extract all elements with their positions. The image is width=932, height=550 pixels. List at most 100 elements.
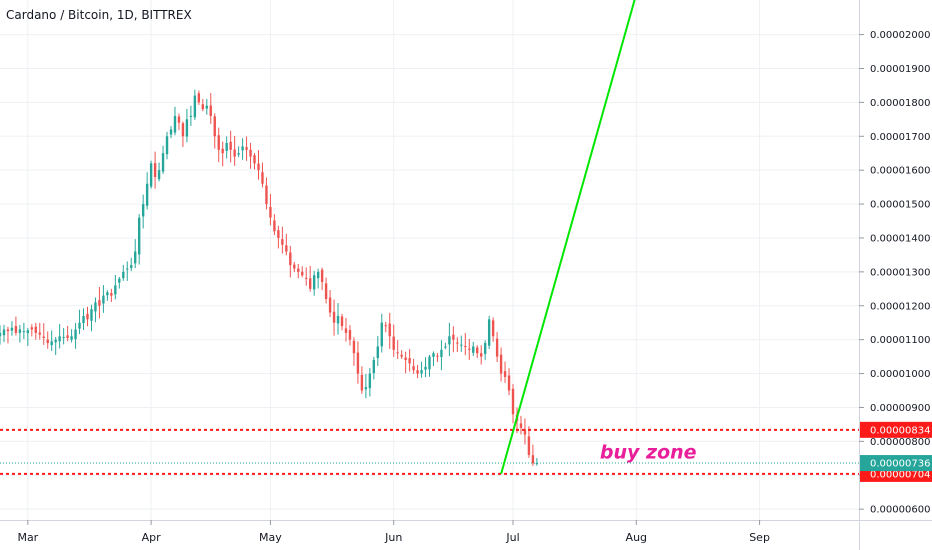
x-tick-label: May xyxy=(259,531,282,544)
candle-down xyxy=(197,93,201,103)
candle-up xyxy=(428,356,431,370)
candle-down xyxy=(305,277,308,279)
candle-up xyxy=(54,339,57,343)
candle-up xyxy=(2,329,6,336)
x-tick-label: Mar xyxy=(17,531,38,544)
candle-down xyxy=(269,206,272,218)
candle-down xyxy=(153,163,157,177)
candle-down xyxy=(86,313,89,320)
candle-down xyxy=(495,338,499,357)
projection-trend-line[interactable] xyxy=(500,0,636,475)
candle-down xyxy=(352,340,356,354)
candle-down xyxy=(392,336,395,350)
candle-down xyxy=(456,342,459,344)
y-tick-label: 0.00001700 xyxy=(870,132,930,143)
candle-down xyxy=(34,326,37,333)
candle-down xyxy=(324,283,328,299)
candle-up xyxy=(106,292,109,296)
candle-up xyxy=(380,322,383,347)
candle-down xyxy=(46,339,49,344)
candle-up xyxy=(420,370,423,374)
x-tick-label: Apr xyxy=(142,531,162,544)
candle-down xyxy=(217,135,220,150)
candle-down xyxy=(400,354,403,357)
candle-down xyxy=(408,358,411,364)
candle-down xyxy=(412,366,415,371)
candle-down xyxy=(527,436,531,455)
y-tick-label: 0.00001900 xyxy=(870,64,930,75)
candle-down xyxy=(245,147,248,150)
candle-up xyxy=(424,366,427,370)
candle-down xyxy=(201,104,205,110)
candle-up xyxy=(185,119,189,137)
candle-down xyxy=(301,271,304,276)
candle-down xyxy=(257,163,260,171)
y-tick-label: 0.00002000 xyxy=(870,30,930,41)
candle-up xyxy=(134,251,137,264)
candle-up xyxy=(70,336,73,340)
candle-up xyxy=(376,346,379,359)
candle-down xyxy=(265,185,268,205)
chart-title: Cardano / Bitcoin, 1D, BITTREX xyxy=(6,8,192,22)
y-tick-label: 0.00001300 xyxy=(870,267,930,278)
candle-down xyxy=(249,149,252,157)
candle-up xyxy=(189,115,193,117)
price-level-tag-label: 0.00000834 xyxy=(870,425,930,436)
candle-up xyxy=(483,343,487,354)
candle-up xyxy=(126,268,129,270)
candle-down xyxy=(384,325,387,327)
candle-up xyxy=(10,327,14,331)
candle-up xyxy=(312,275,316,290)
candle-up xyxy=(472,346,475,353)
y-tick-label: 0.00001200 xyxy=(870,301,930,312)
candle-down xyxy=(110,293,113,296)
candle-down xyxy=(320,269,324,283)
candle-up xyxy=(444,346,447,348)
candle-down xyxy=(309,278,312,289)
x-tick-label: Jun xyxy=(384,531,402,544)
candle-up xyxy=(122,271,125,279)
y-tick-label: 0.00001800 xyxy=(870,98,930,109)
candle-down xyxy=(503,371,507,377)
candle-up xyxy=(118,278,121,283)
candle-up xyxy=(535,463,539,465)
candle-down xyxy=(491,320,495,337)
candle-up xyxy=(130,265,133,268)
candle-down xyxy=(468,348,471,350)
price-level-tag-label: 0.00000704 xyxy=(870,469,930,480)
candle-up xyxy=(336,315,340,324)
candle-up xyxy=(316,271,320,279)
y-tick-label: 0.00001400 xyxy=(870,233,930,244)
candle-up xyxy=(137,217,141,255)
candle-down xyxy=(261,172,264,184)
buy-zone-annotation[interactable]: buy zone xyxy=(600,441,697,463)
candle-down xyxy=(348,330,352,340)
candle-up xyxy=(205,105,208,109)
candle-down xyxy=(436,355,439,357)
candle-down xyxy=(281,239,284,245)
candle-down xyxy=(213,116,216,137)
candle-down xyxy=(344,328,348,333)
candle-down xyxy=(507,375,511,391)
current-price-tag-label: 0.00000736 xyxy=(870,459,930,470)
candle-down xyxy=(388,323,391,337)
candle-down xyxy=(14,326,18,333)
candle-down xyxy=(6,329,10,332)
candle-up xyxy=(50,341,53,346)
candle-down xyxy=(523,429,527,435)
current-price-tag xyxy=(860,455,932,472)
candle-down xyxy=(233,149,236,157)
y-tick-label: 0.00000600 xyxy=(870,505,930,516)
candle-down xyxy=(229,141,232,150)
candle-up xyxy=(26,330,30,334)
candle-down xyxy=(221,148,224,154)
y-tick-label: 0.00001000 xyxy=(870,369,930,380)
y-tick-label: 0.00000800 xyxy=(870,437,930,448)
candle-down xyxy=(416,370,419,374)
candle-down xyxy=(404,357,407,360)
candle-up xyxy=(448,336,451,345)
candle-down xyxy=(98,300,101,306)
candle-up xyxy=(237,153,240,155)
candle-down xyxy=(297,268,300,272)
